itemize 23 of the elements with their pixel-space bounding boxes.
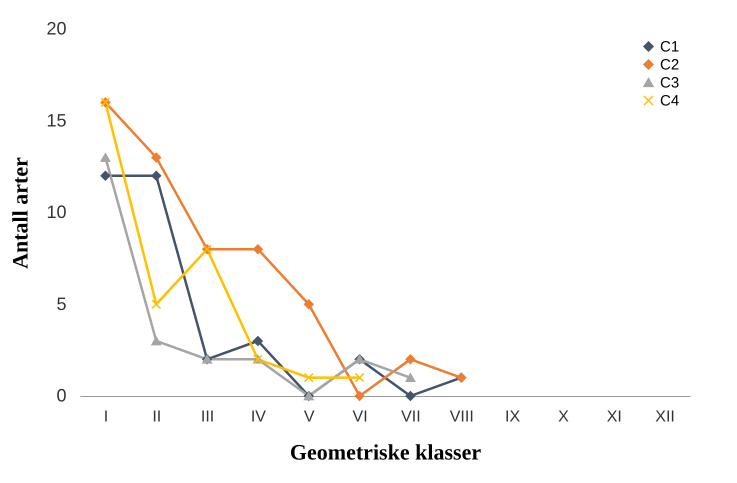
legend-label: C3 (660, 74, 680, 92)
x-tick-label: X (558, 408, 570, 426)
x-tick-label: VIII (450, 408, 474, 426)
x-tick-label: VI (352, 408, 368, 426)
x-tick-label: IV (250, 408, 266, 426)
legend-label: C1 (660, 38, 680, 56)
y-tick-label: 0 (56, 386, 66, 406)
x-tick-label: II (152, 408, 162, 426)
x-axis-title: Geometriske klasser (290, 440, 482, 464)
y-tick-label: 20 (46, 18, 66, 38)
x-tick-label: I (104, 408, 108, 426)
x-tick-label: XII (655, 408, 675, 426)
x-tick-label: IX (505, 408, 520, 426)
y-axis-title: Antall arter (7, 156, 32, 269)
legend-label: C4 (660, 92, 680, 110)
y-tick-label: 5 (56, 294, 66, 314)
y-tick-label: 10 (46, 202, 66, 222)
x-tick-label: VII (401, 408, 421, 426)
x-tick-label: XI (606, 408, 622, 426)
x-tick-label: III (200, 408, 214, 426)
legend-label: C2 (660, 56, 680, 74)
y-tick-label: 15 (46, 110, 66, 130)
x-tick-label: V (304, 408, 315, 426)
